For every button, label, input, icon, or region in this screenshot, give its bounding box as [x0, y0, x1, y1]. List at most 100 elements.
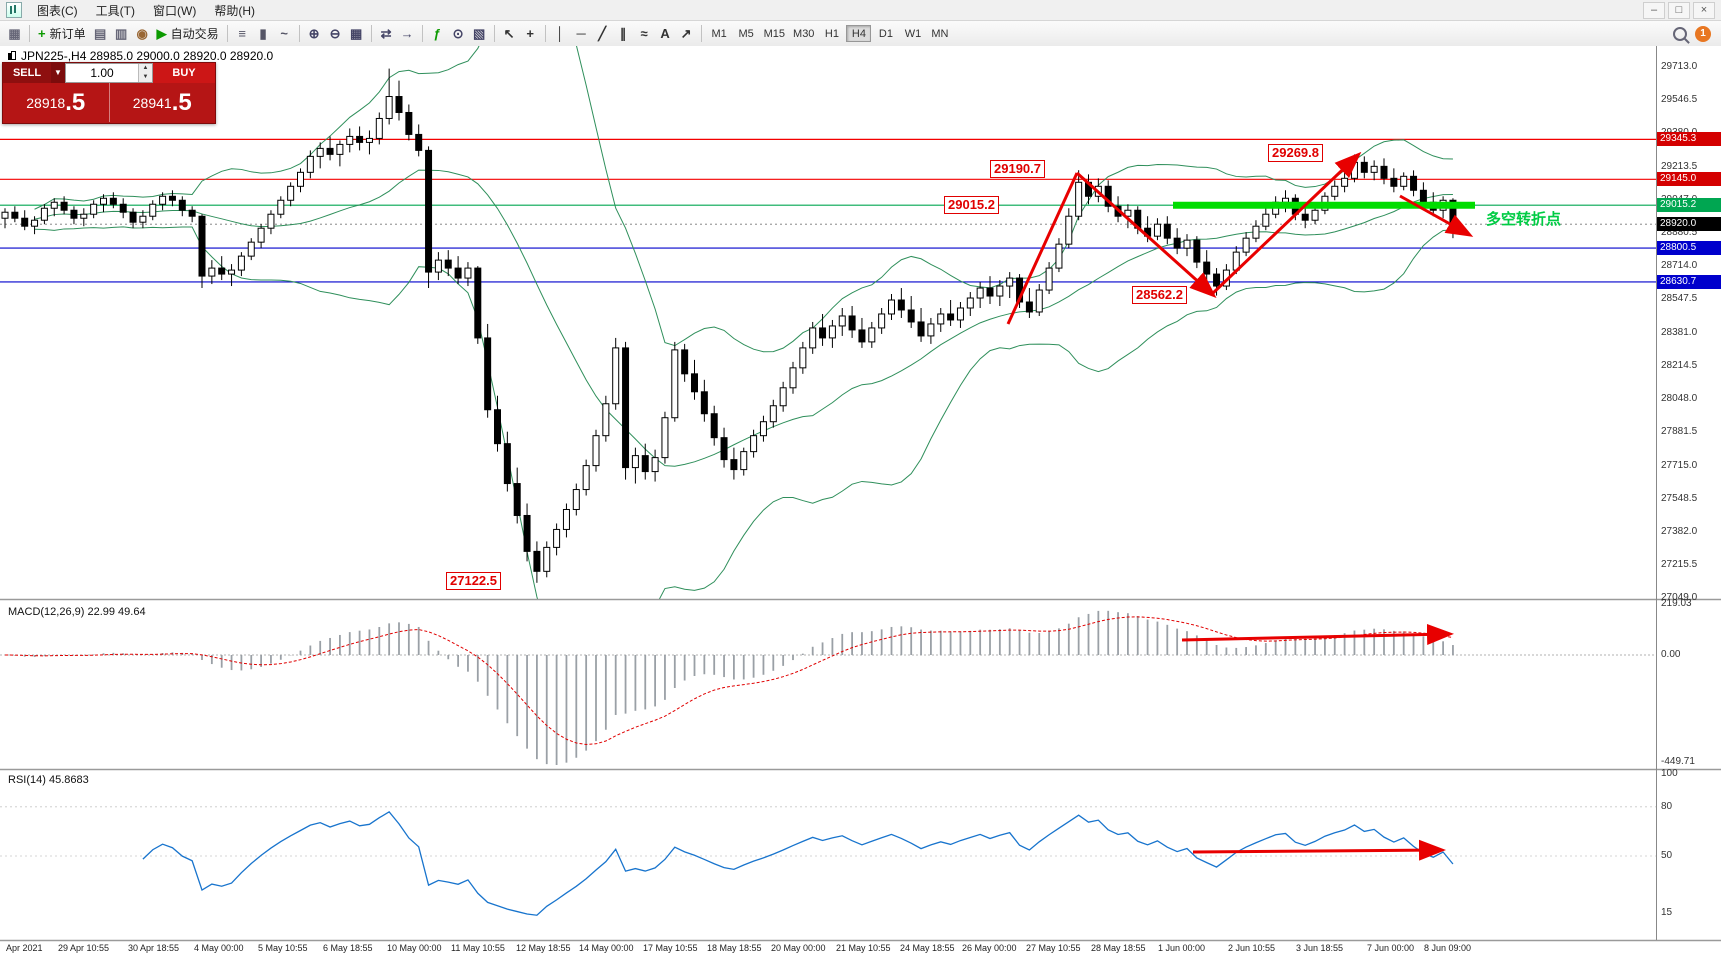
timeframe-mn-button[interactable]: MN	[927, 25, 952, 42]
horizontal-line-button[interactable]: ─	[571, 23, 592, 44]
rally-arrow-2[interactable]	[1210, 151, 1362, 296]
rsi-scale-label: 80	[1661, 800, 1673, 812]
line-chart-icon: ~	[280, 26, 288, 41]
price-annotation[interactable]: 29269.8	[1268, 144, 1323, 162]
chart-canvas[interactable]	[0, 46, 1721, 955]
volume-up-button[interactable]: ▲	[139, 64, 152, 73]
crosshair-icon: +	[526, 26, 534, 41]
menu-item[interactable]: 窗口(W)	[153, 3, 197, 18]
sound-button[interactable]: ◉	[132, 23, 153, 44]
bollinger-middle-band	[34, 169, 1453, 467]
zoom-out-button[interactable]: ⊖	[325, 23, 346, 44]
price-annotation[interactable]: 29015.2	[944, 196, 999, 214]
charts-window-button[interactable]: ▦	[4, 23, 25, 44]
volume-down-button[interactable]: ▼	[139, 73, 152, 82]
minimize-button[interactable]: –	[1643, 1, 1665, 19]
time-scale-label: 8 Jun 09:00	[1424, 943, 1472, 953]
menu-item[interactable]: 工具(T)	[95, 3, 135, 18]
timeframe-h4-button[interactable]: H4	[846, 25, 872, 42]
timeframe-m30-button[interactable]: M30	[790, 25, 817, 42]
price-scale-label: 29546.5	[1661, 94, 1698, 106]
indicators-button[interactable]: ƒ	[427, 23, 448, 44]
tile-windows-button[interactable]: ▦	[346, 23, 367, 44]
time-scale-label: 21 May 10:55	[836, 943, 891, 953]
rsi-flat-arrow[interactable]	[1192, 839, 1446, 861]
zoom-in-button[interactable]: ⊕	[304, 23, 325, 44]
volume-input[interactable]	[66, 64, 138, 82]
auto-scroll-button[interactable]: ⇄	[376, 23, 397, 44]
vertical-line-button[interactable]: │	[550, 23, 571, 44]
menu-bar: 图表(C) 工具(T) 窗口(W) 帮助(H) – □ ×	[0, 0, 1721, 21]
bar-chart-button[interactable]: ≡	[232, 23, 253, 44]
notifications-badge[interactable]: 1	[1695, 25, 1711, 42]
templates-button[interactable]: ▧	[469, 23, 490, 44]
price-annotation[interactable]: 29190.7	[990, 160, 1045, 178]
data-window-icon: ▥	[114, 25, 128, 41]
one-click-trading-panel: SELL ▼ ▲ ▼ BUY 28918 .5 28941 .5	[2, 62, 216, 124]
chart-shift-button[interactable]: →	[397, 23, 418, 44]
candlestick-chart-button[interactable]: ▮	[253, 23, 274, 44]
price-scale-label: 27215.5	[1661, 559, 1698, 571]
menu-item[interactable]: 图表(C)	[37, 3, 78, 18]
indicators-icon: ƒ	[433, 26, 441, 41]
time-scale-label: 4 May 00:00	[194, 943, 244, 953]
vertical-line-icon: │	[556, 26, 565, 41]
trader-note[interactable]: 多空转折点	[1486, 211, 1562, 228]
market-watch-button[interactable]: ▤	[90, 23, 111, 44]
text-icon: A	[660, 26, 670, 41]
timeframe-h1-button[interactable]: H1	[819, 25, 844, 42]
autotrading-button[interactable]: ▶ 自动交易	[153, 23, 223, 44]
cursor-button[interactable]: ↖	[499, 23, 520, 44]
price-scale-label: 28214.5	[1661, 359, 1698, 371]
data-window-button[interactable]: ▥	[111, 23, 132, 44]
price-scale-label: 28714.0	[1661, 260, 1698, 272]
close-button[interactable]: ×	[1693, 1, 1715, 19]
buy-button[interactable]: BUY	[153, 63, 215, 83]
sell-dropdown-icon[interactable]: ▼	[51, 63, 65, 83]
sell-button[interactable]: SELL	[3, 63, 51, 83]
timeframe-d1-button[interactable]: D1	[873, 25, 898, 42]
sell-price[interactable]: 28918 .5	[3, 83, 109, 122]
channel-button[interactable]: ∥	[613, 23, 634, 44]
price-scale-box: 28920.0	[1657, 217, 1721, 232]
line-chart-button[interactable]: ~	[274, 23, 295, 44]
price-annotation[interactable]: 28562.2	[1132, 286, 1187, 304]
crosshair-button[interactable]: +	[520, 23, 541, 44]
window-controls: – □ ×	[1643, 1, 1715, 19]
price-scale-label: 29213.5	[1661, 160, 1698, 172]
new-order-button[interactable]: + 新订单	[34, 23, 90, 44]
arrow-object-button[interactable]: ↗	[676, 23, 697, 44]
timeframe-m15-button[interactable]: M15	[761, 25, 788, 42]
macd-flat-arrow[interactable]	[1181, 623, 1454, 645]
timeframe-m5-button[interactable]: M5	[734, 25, 759, 42]
time-scale-label: 28 May 18:55	[1091, 943, 1146, 953]
decline-arrow[interactable]	[1075, 171, 1217, 299]
price-annotation[interactable]: 27122.5	[446, 572, 501, 590]
time-scale-label: 27 May 10:55	[1026, 943, 1081, 953]
time-scale-label: Apr 2021	[6, 943, 43, 953]
price-scale-label: 29713.0	[1661, 61, 1698, 72]
toolbar-separator	[29, 25, 30, 42]
menu-item[interactable]: 帮助(H)	[214, 3, 255, 18]
toolbar-separator	[370, 25, 372, 42]
buy-price[interactable]: 28941 .5	[110, 83, 216, 122]
menu-bar-items: 图表(C) 工具(T) 窗口(W) 帮助(H)	[28, 1, 264, 20]
buy-price-main: 28941	[132, 94, 172, 111]
autotrading-button-label: 自动交易	[170, 27, 219, 41]
price-scale-box: 29145.0	[1657, 172, 1721, 187]
chart-shift-icon: →	[400, 26, 414, 41]
trendline-icon: ╱	[598, 25, 607, 41]
periods-button[interactable]: ⊙	[448, 23, 469, 44]
breakdown-arrow[interactable]	[1399, 194, 1474, 237]
timeframe-m1-button[interactable]: M1	[707, 25, 732, 42]
rsi-scale-label: 100	[1661, 768, 1678, 779]
text-button[interactable]: A	[655, 23, 676, 44]
price-scale-label: 27548.5	[1661, 492, 1698, 504]
rally-arrow[interactable]	[1006, 172, 1079, 325]
restore-button[interactable]: □	[1668, 1, 1690, 19]
fibonacci-button[interactable]: ≈	[634, 23, 655, 44]
timeframe-w1-button[interactable]: W1	[900, 25, 925, 42]
search-icon[interactable]	[1673, 26, 1687, 41]
trendline-button[interactable]: ╱	[592, 23, 613, 44]
channel-icon: ∥	[619, 25, 627, 41]
